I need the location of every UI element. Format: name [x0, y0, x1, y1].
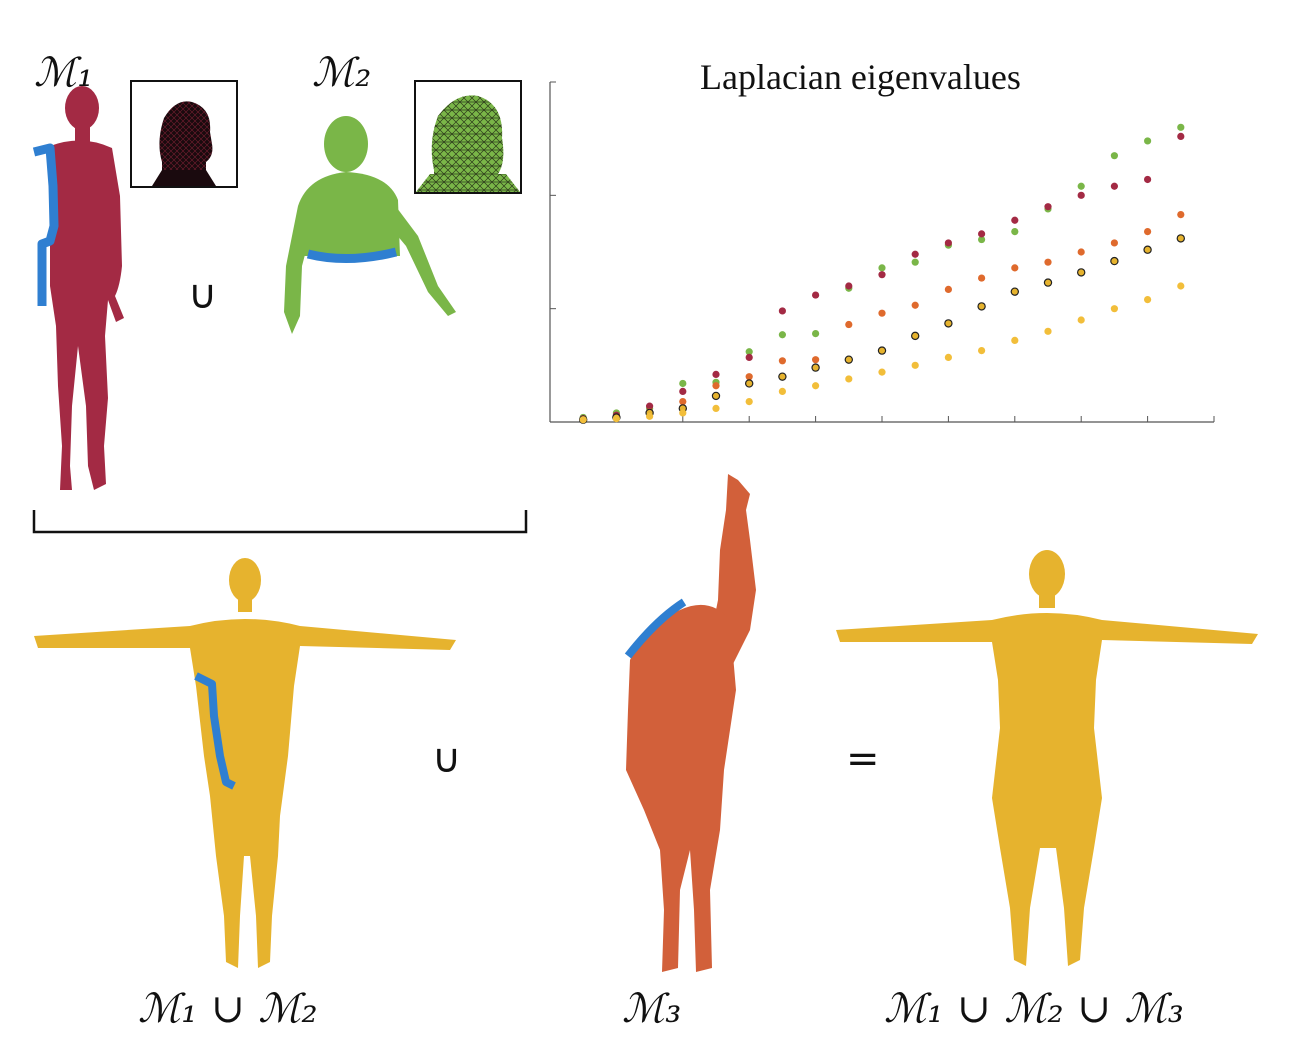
eigenvalue-point-series-4	[844, 355, 853, 364]
eigenvalue-point-series-3	[1044, 258, 1052, 266]
eigenvalue-point-series-1	[978, 235, 986, 244]
eigenvalue-point-series-2	[1044, 203, 1052, 211]
eigenvalue-point-series-2	[845, 282, 853, 290]
eigenvalue-point-series-3	[878, 309, 886, 317]
equals-symbol: =	[846, 736, 880, 782]
eigenvalue-point-series-2	[812, 291, 820, 299]
eigenvalue-point-series-5	[745, 398, 753, 406]
inset-m2-head	[414, 80, 522, 194]
eigenvalue-point-series-5	[1044, 327, 1052, 335]
eigenvalue-point-series-5	[1177, 282, 1185, 290]
eigenvalue-point-series-2	[944, 239, 952, 247]
eigenvalue-point-series-3	[1144, 228, 1152, 236]
eigenvalues-chart	[549, 81, 1215, 424]
eigenvalue-point-series-2	[646, 402, 654, 410]
eigenvalue-point-series-5	[812, 382, 820, 390]
eigenvalue-point-series-1	[812, 330, 820, 338]
eigenvalue-point-series-3	[1177, 211, 1185, 219]
union-symbol-top: ∪	[188, 272, 218, 318]
mesh-m1-union-m2-figure	[34, 558, 456, 968]
eigenvalue-point-series-4	[977, 302, 986, 311]
eigenvalue-point-series-4	[1176, 234, 1186, 243]
eigenvalue-point-series-1	[911, 258, 919, 266]
eigenvalue-point-series-5	[646, 412, 654, 420]
eigenvalue-point-series-5	[679, 409, 687, 417]
eigenvalue-point-series-4	[1077, 268, 1086, 277]
eigenvalue-point-series-5	[1144, 296, 1152, 304]
label-m1-union-m2: ℳ₁ ∪ ℳ₂	[138, 986, 319, 1032]
eigenvalue-point-series-5	[778, 387, 786, 395]
eigenvalue-point-series-1	[878, 264, 886, 272]
eigenvalue-point-series-2	[1110, 182, 1118, 190]
eigenvalue-point-series-4	[1010, 287, 1019, 296]
eigenvalue-point-series-4	[944, 319, 953, 328]
grouping-bracket	[32, 510, 528, 534]
label-m1-union-m2-union-m3: ℳ₁ ∪ ℳ₂ ∪ ℳ₃	[884, 986, 1185, 1032]
eigenvalue-point-series-3	[679, 398, 687, 406]
eigenvalue-point-series-3	[845, 320, 853, 329]
eigenvalue-point-series-5	[712, 404, 720, 412]
eigenvalue-point-series-4	[1110, 256, 1119, 266]
eigenvalue-point-series-5	[944, 353, 952, 361]
inset-m1-head	[130, 80, 238, 188]
eigenvalue-point-series-2	[1177, 132, 1185, 140]
eigenvalue-point-series-1	[1144, 137, 1152, 145]
eigenvalue-point-series-5	[878, 368, 886, 376]
m2-head-mesh-icon	[416, 95, 520, 192]
eigenvalue-point-series-2	[1011, 216, 1019, 224]
eigenvalue-point-series-3	[911, 301, 919, 309]
eigenvalue-point-series-2	[1077, 191, 1085, 199]
chart-title: Laplacian eigenvalues	[700, 57, 1021, 97]
eigenvalue-point-series-3	[778, 357, 786, 365]
eigenvalue-point-series-3	[812, 356, 820, 364]
eigenvalue-point-series-5	[579, 416, 587, 424]
eigenvalue-point-series-4	[778, 372, 787, 381]
eigenvalue-point-series-1	[1011, 228, 1019, 236]
eigenvalue-point-series-1	[745, 348, 753, 356]
eigenvalue-point-series-4	[877, 346, 887, 355]
eigenvalue-point-series-3	[978, 274, 986, 282]
eigenvalue-point-series-5	[1011, 336, 1019, 344]
eigenvalue-point-series-2	[745, 353, 753, 361]
label-m1: ℳ₁	[34, 50, 94, 96]
label-m2: ℳ₂	[312, 50, 372, 96]
eigenvalue-point-series-1	[679, 379, 687, 388]
eigenvalue-point-series-2	[978, 230, 986, 238]
label-m3: ℳ₃	[622, 986, 682, 1032]
eigenvalue-point-series-2	[911, 250, 919, 258]
union-symbol-bottom: ∪	[432, 736, 462, 782]
eigenvalue-point-series-4	[744, 379, 754, 388]
mesh-m2-figure	[284, 116, 456, 334]
eigenvalue-point-series-5	[612, 415, 620, 423]
eigenvalue-point-series-2	[679, 387, 687, 395]
eigenvalue-point-series-3	[745, 373, 753, 381]
eigenvalue-point-series-4	[1143, 245, 1152, 254]
eigenvalue-point-series-4	[1043, 278, 1053, 287]
eigenvalue-point-series-5	[1077, 316, 1085, 324]
eigenvalue-point-series-3	[1110, 239, 1118, 247]
eigenvalue-point-series-3	[1077, 248, 1085, 256]
eigenvalue-point-series-4	[811, 363, 820, 372]
eigenvalue-point-series-1	[1177, 123, 1185, 131]
eigenvalue-point-series-4	[711, 391, 721, 401]
eigenvalue-point-series-2	[1144, 175, 1152, 184]
eigenvalue-point-series-1	[1110, 152, 1118, 160]
eigenvalue-point-series-4	[911, 331, 920, 341]
eigenvalue-point-series-3	[944, 285, 952, 293]
eigenvalue-point-series-5	[911, 361, 919, 369]
mesh-m1-figure	[32, 86, 124, 490]
mesh-m1-union-m2-union-m3-figure	[836, 550, 1258, 966]
eigenvalue-point-series-3	[1011, 264, 1019, 272]
m1-head-mesh-icon	[152, 101, 216, 186]
eigenvalue-point-series-2	[712, 370, 720, 378]
eigenvalue-point-series-3	[712, 382, 720, 390]
eigenvalue-point-series-1	[1077, 182, 1085, 190]
eigenvalue-point-series-5	[1110, 305, 1118, 313]
eigenvalue-point-series-1	[778, 331, 786, 339]
eigenvalue-point-series-2	[778, 307, 786, 315]
eigenvalue-point-series-2	[878, 271, 886, 279]
eigenvalue-point-series-5	[978, 347, 986, 355]
mesh-m3-figure	[624, 474, 756, 972]
eigenvalue-point-series-5	[845, 375, 853, 383]
